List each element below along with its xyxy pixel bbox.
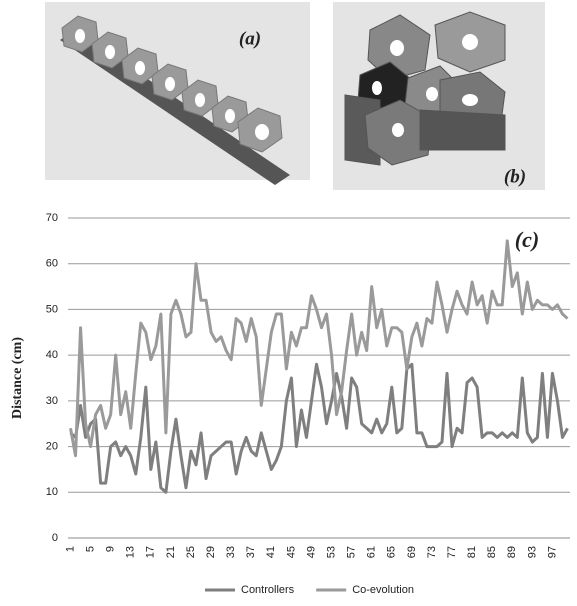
x-tick-label: 57	[346, 546, 358, 558]
x-tick-label: 5	[84, 546, 96, 552]
x-tick-label: 21	[165, 546, 177, 558]
y-axis-label: Distance (cm)	[10, 337, 25, 419]
line-series	[69, 362, 569, 494]
x-tick-label: 29	[205, 546, 217, 558]
y-tick-label: 40	[46, 349, 58, 361]
legend-label: Co-evolution	[352, 584, 414, 596]
line-series	[69, 239, 569, 458]
x-tick-label: 33	[225, 546, 237, 558]
x-tick-label: 61	[366, 546, 378, 558]
x-tick-label: 53	[325, 546, 337, 558]
legend-label: Controllers	[241, 584, 295, 596]
chart-annotation: (c)	[515, 227, 539, 252]
panel-b-image	[333, 2, 545, 190]
x-tick-label: 77	[446, 546, 458, 558]
x-tick-label: 89	[506, 546, 518, 558]
x-tick-label: 97	[546, 546, 558, 558]
y-tick-label: 50	[46, 303, 58, 315]
x-tick-label: 65	[386, 546, 398, 558]
x-tick-label: 49	[305, 546, 317, 558]
y-tick-label: 60	[46, 258, 58, 270]
x-tick-label: 1	[64, 546, 76, 552]
y-tick-label: 0	[52, 532, 58, 544]
y-tick-label: 20	[46, 440, 58, 452]
y-tick-label: 10	[46, 486, 58, 498]
x-tick-label: 13	[125, 546, 137, 558]
panel-label: (b)	[504, 166, 526, 187]
x-tick-label: 37	[245, 546, 257, 558]
x-tick-label: 81	[466, 546, 478, 558]
x-tick-label: 25	[185, 546, 197, 558]
panel-a-image	[45, 2, 310, 185]
x-tick-label: 45	[285, 546, 297, 558]
x-tick-label: 69	[406, 546, 418, 558]
x-tick-label: 73	[426, 546, 438, 558]
x-tick-label: 41	[265, 546, 277, 558]
x-tick-label: 93	[526, 546, 538, 558]
y-tick-label: 30	[46, 395, 58, 407]
x-tick-label: 85	[486, 546, 498, 558]
x-tick-label: 9	[105, 546, 117, 552]
panel-label: (a)	[239, 28, 261, 49]
y-tick-label: 70	[46, 212, 58, 224]
x-tick-label: 17	[145, 546, 157, 558]
